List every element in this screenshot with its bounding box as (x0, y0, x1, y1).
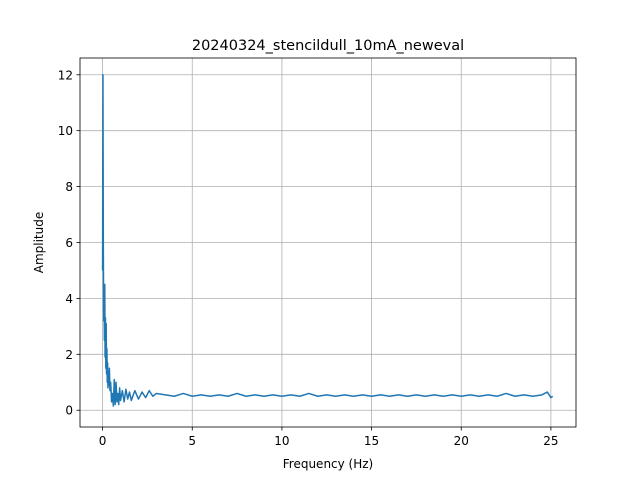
x-tick-label: 10 (274, 434, 289, 448)
y-tick-label: 8 (65, 180, 73, 194)
series-layer (101, 74, 554, 407)
x-tick-label: 15 (364, 434, 379, 448)
amplitude-series-line (101, 74, 554, 407)
y-tick-label: 0 (65, 404, 73, 418)
chart-title: 20240324_stencildull_10mA_neweval (192, 38, 464, 54)
tick-marks: 0 5 10 15 20 25 0 2 4 6 8 10 12 (58, 68, 559, 448)
y-tick-label: 12 (58, 68, 73, 82)
grid-lines (80, 58, 576, 427)
x-tick-label: 5 (188, 434, 196, 448)
y-tick-label: 10 (58, 124, 73, 138)
x-tick-label: 20 (454, 434, 469, 448)
y-axis-label: Amplitude (32, 212, 46, 274)
y-tick-label: 4 (65, 292, 73, 306)
x-tick-label: 25 (543, 434, 558, 448)
y-tick-label: 6 (65, 236, 73, 250)
x-tick-label: 0 (99, 434, 107, 448)
x-axis-label: Frequency (Hz) (283, 457, 374, 471)
y-tick-label: 2 (65, 348, 73, 362)
